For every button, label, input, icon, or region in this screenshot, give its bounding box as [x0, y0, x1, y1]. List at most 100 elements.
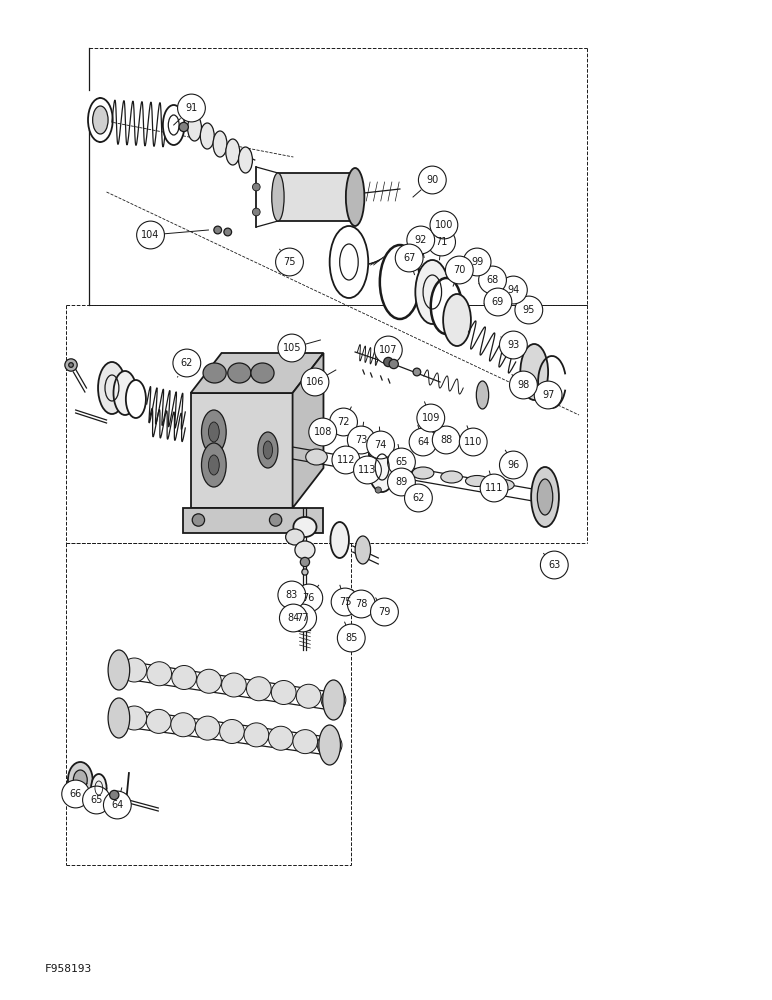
- Circle shape: [499, 451, 527, 479]
- Ellipse shape: [337, 454, 355, 468]
- Circle shape: [459, 428, 487, 456]
- Circle shape: [252, 208, 260, 216]
- Circle shape: [103, 791, 131, 819]
- Text: 108: 108: [313, 427, 332, 437]
- Text: 64: 64: [111, 800, 124, 810]
- Ellipse shape: [537, 479, 553, 515]
- Text: F958193: F958193: [45, 964, 92, 974]
- Circle shape: [173, 349, 201, 377]
- Circle shape: [428, 228, 455, 256]
- Text: 76: 76: [303, 593, 315, 603]
- Text: 100: 100: [435, 220, 453, 230]
- Ellipse shape: [239, 147, 252, 173]
- Ellipse shape: [201, 443, 226, 487]
- Text: 89: 89: [395, 477, 408, 487]
- Ellipse shape: [219, 720, 244, 744]
- Ellipse shape: [73, 770, 87, 790]
- Ellipse shape: [306, 449, 327, 465]
- Ellipse shape: [443, 294, 471, 346]
- Text: 94: 94: [507, 285, 520, 295]
- Circle shape: [347, 426, 375, 454]
- Text: 98: 98: [517, 380, 530, 390]
- Circle shape: [409, 428, 437, 456]
- Ellipse shape: [317, 733, 342, 757]
- Ellipse shape: [246, 677, 271, 701]
- Ellipse shape: [272, 173, 284, 221]
- Ellipse shape: [466, 476, 489, 487]
- Circle shape: [413, 368, 421, 376]
- Circle shape: [295, 584, 323, 612]
- Ellipse shape: [126, 380, 146, 418]
- Circle shape: [371, 598, 398, 626]
- Circle shape: [540, 551, 568, 579]
- Text: 99: 99: [471, 257, 483, 267]
- Circle shape: [479, 266, 506, 294]
- Ellipse shape: [389, 462, 408, 476]
- Circle shape: [384, 357, 393, 367]
- Ellipse shape: [272, 680, 296, 704]
- Circle shape: [417, 404, 445, 432]
- Text: 96: 96: [507, 460, 520, 470]
- Text: 106: 106: [306, 377, 324, 387]
- Text: 69: 69: [492, 297, 504, 307]
- Text: 68: 68: [486, 275, 499, 285]
- Bar: [278, 173, 355, 221]
- Circle shape: [445, 256, 473, 284]
- Ellipse shape: [330, 226, 368, 298]
- Ellipse shape: [88, 98, 113, 142]
- Circle shape: [178, 94, 205, 122]
- Text: 74: 74: [374, 440, 387, 450]
- Polygon shape: [191, 353, 323, 393]
- Ellipse shape: [441, 471, 462, 483]
- Circle shape: [302, 569, 308, 575]
- Text: 93: 93: [507, 340, 520, 350]
- Circle shape: [484, 288, 512, 316]
- Circle shape: [405, 484, 432, 512]
- Ellipse shape: [476, 381, 489, 409]
- Text: 84: 84: [287, 613, 300, 623]
- Text: 92: 92: [415, 235, 427, 245]
- Ellipse shape: [244, 723, 269, 747]
- Ellipse shape: [171, 713, 195, 737]
- Ellipse shape: [293, 517, 317, 537]
- Ellipse shape: [323, 680, 344, 720]
- Circle shape: [480, 474, 508, 502]
- Circle shape: [388, 448, 415, 476]
- Ellipse shape: [147, 709, 171, 733]
- Circle shape: [269, 514, 282, 526]
- Circle shape: [252, 183, 260, 191]
- Text: 64: 64: [417, 437, 429, 447]
- Ellipse shape: [203, 363, 226, 383]
- Text: 83: 83: [286, 590, 298, 600]
- Circle shape: [499, 276, 527, 304]
- Circle shape: [395, 244, 423, 272]
- Ellipse shape: [93, 106, 108, 134]
- Text: 70: 70: [453, 265, 466, 275]
- Text: 105: 105: [283, 343, 301, 353]
- Ellipse shape: [208, 422, 219, 442]
- Ellipse shape: [493, 480, 514, 490]
- Ellipse shape: [346, 168, 364, 226]
- Polygon shape: [293, 353, 323, 508]
- Text: 62: 62: [412, 493, 425, 503]
- Ellipse shape: [321, 688, 346, 712]
- Ellipse shape: [172, 666, 197, 690]
- Circle shape: [354, 456, 381, 484]
- Circle shape: [278, 334, 306, 362]
- Text: 88: 88: [440, 435, 452, 445]
- Circle shape: [300, 557, 310, 567]
- Ellipse shape: [368, 442, 396, 492]
- Ellipse shape: [330, 522, 349, 558]
- Circle shape: [332, 446, 360, 474]
- Text: 67: 67: [403, 253, 415, 263]
- Circle shape: [179, 122, 188, 132]
- Circle shape: [330, 408, 357, 436]
- Ellipse shape: [296, 684, 321, 708]
- Circle shape: [83, 786, 110, 814]
- Circle shape: [499, 331, 527, 359]
- Ellipse shape: [197, 669, 222, 693]
- Text: 77: 77: [296, 613, 309, 623]
- Circle shape: [278, 581, 306, 609]
- Text: 91: 91: [185, 103, 198, 113]
- Ellipse shape: [531, 467, 559, 527]
